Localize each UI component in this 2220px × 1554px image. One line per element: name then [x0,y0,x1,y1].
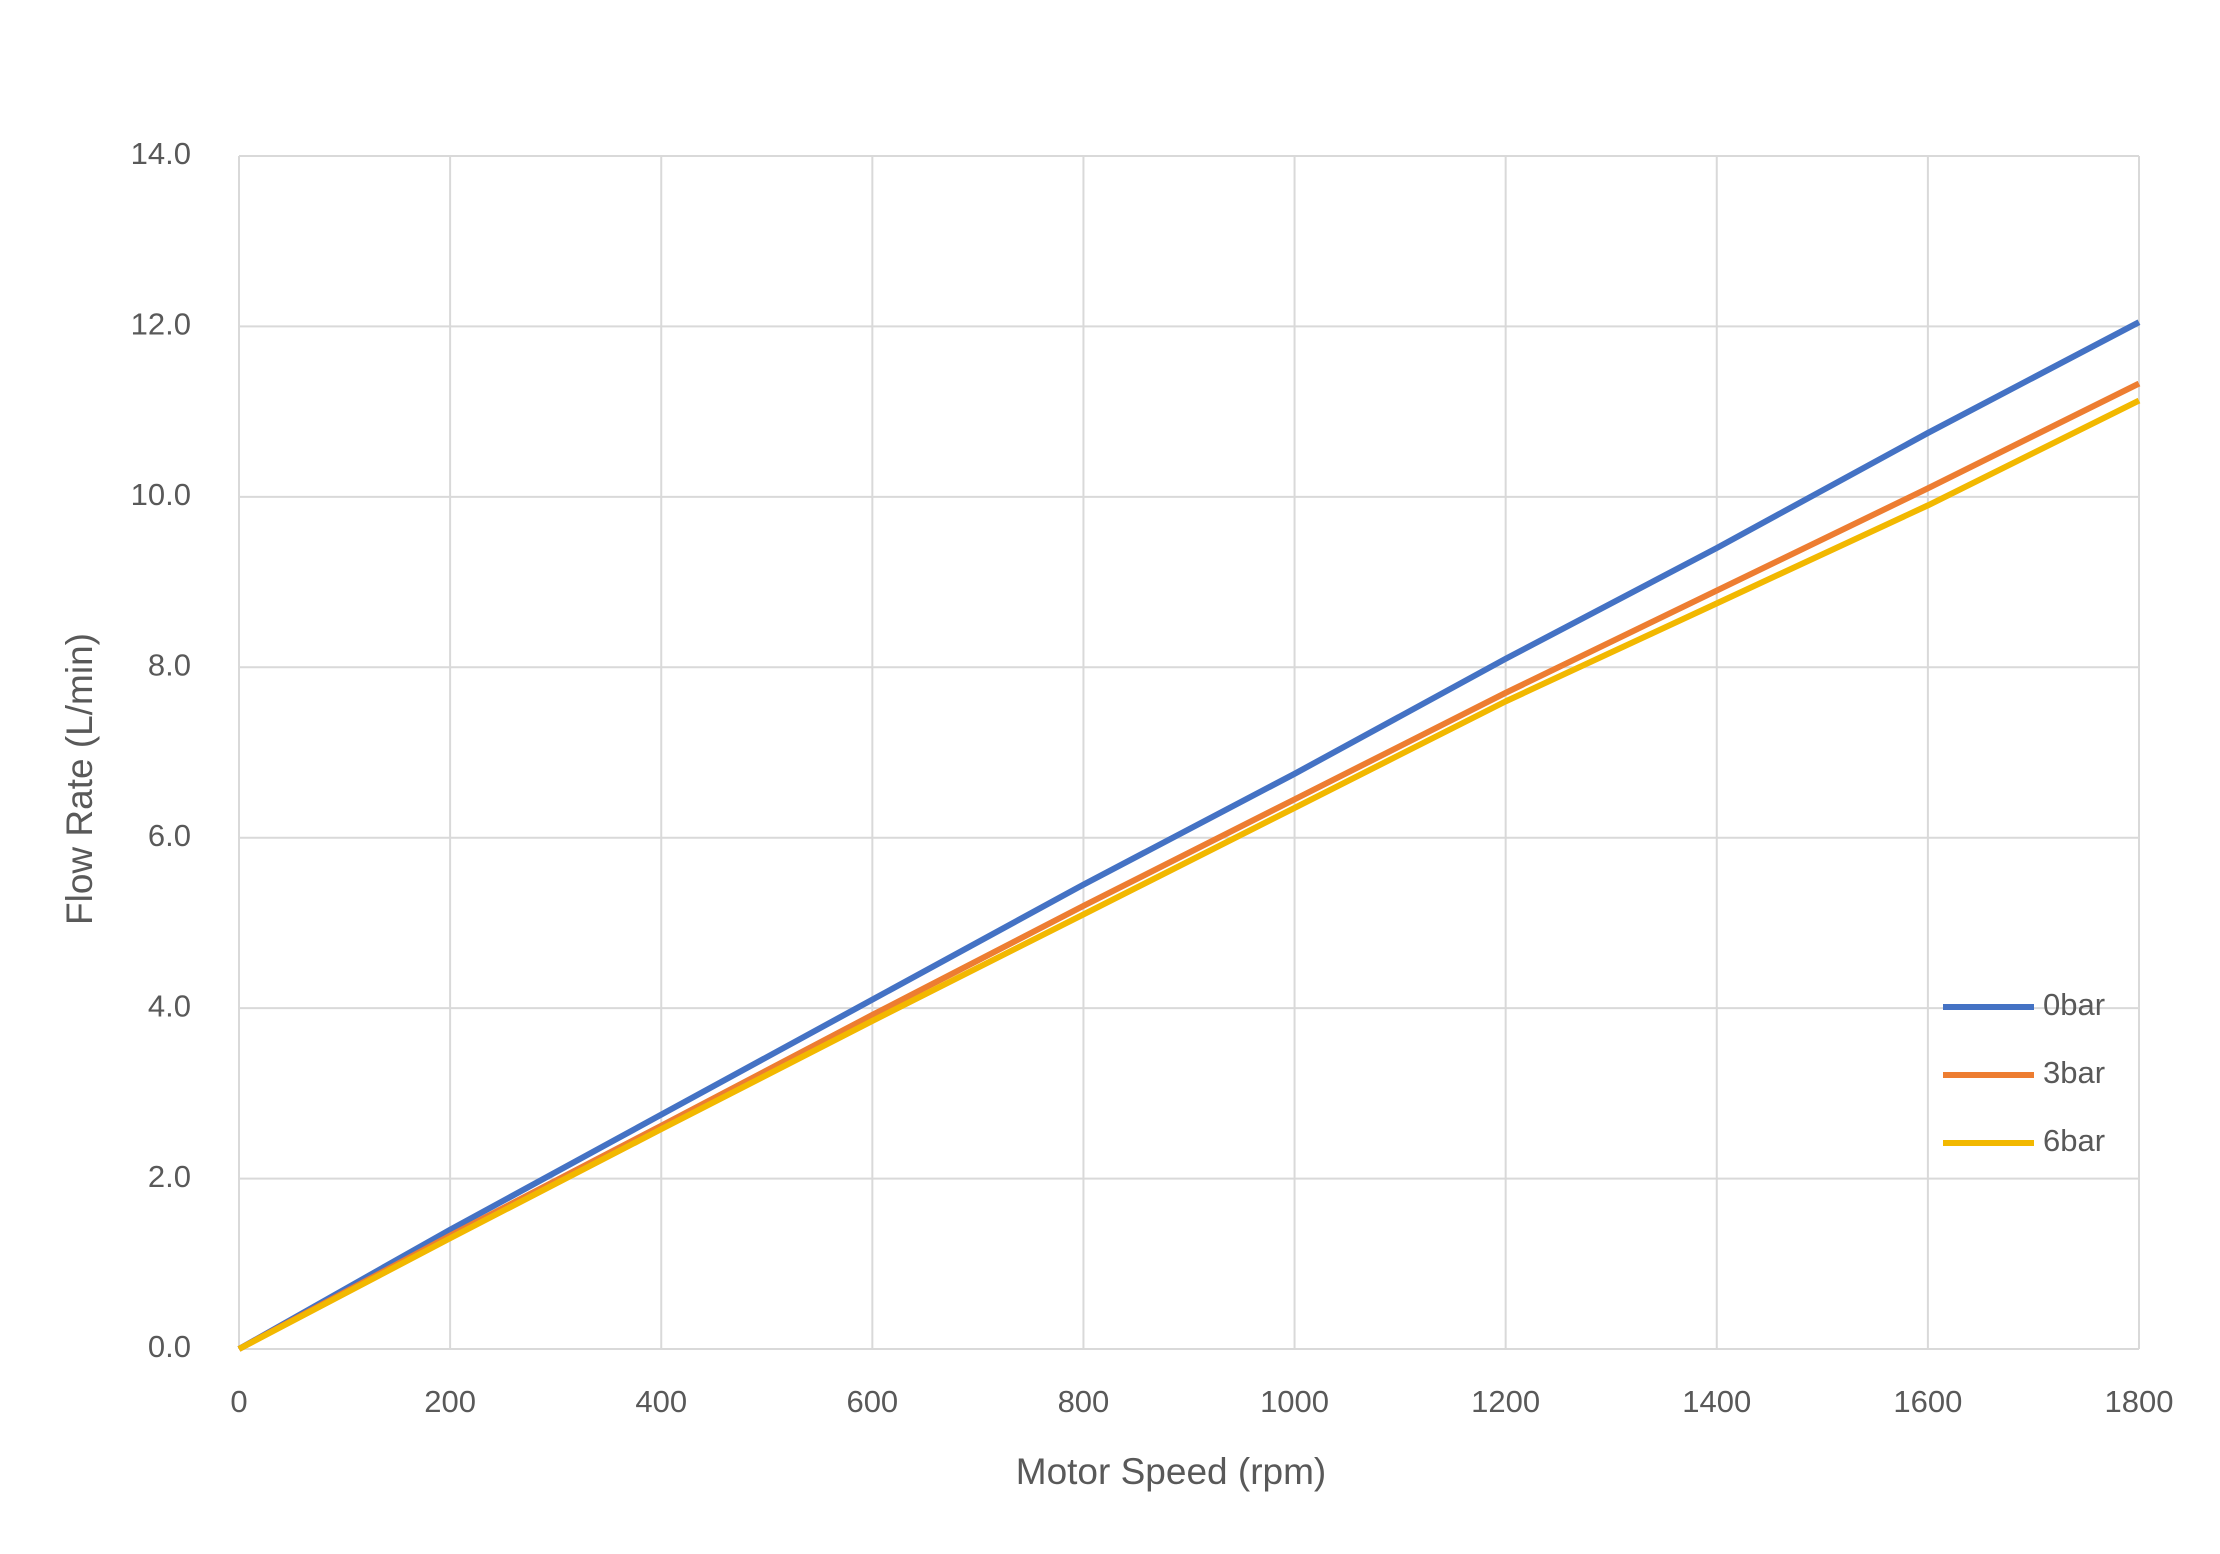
x-tick-label: 1400 [1682,1384,1751,1419]
legend-label: 3bar [2043,1055,2105,1090]
legend-label: 0bar [2043,987,2105,1022]
series-line [237,397,2141,1352]
legend-label: 6bar [2043,1123,2105,1158]
y-tick-label: 12.0 [131,307,191,342]
x-tick-label: 1800 [2105,1384,2174,1419]
y-tick-label: 0.0 [148,1329,191,1364]
y-tick-label: 8.0 [148,647,191,682]
x-tick-label: 1600 [1893,1384,1962,1419]
x-tick-label: 400 [635,1384,687,1419]
x-tick-label: 1200 [1471,1384,1540,1419]
y-axis-title: Flow Rate (L/min) [59,633,100,925]
y-tick-label: 14.0 [131,136,191,171]
y-tick-label: 6.0 [148,818,191,853]
y-tick-label: 2.0 [148,1159,191,1194]
series-line [237,319,2141,1352]
x-tick-label: 600 [846,1384,898,1419]
x-tick-label: 1000 [1260,1384,1329,1419]
x-axis-title: Motor Speed (rpm) [1016,1451,1327,1492]
x-tick-label: 200 [424,1384,476,1419]
x-tick-label: 0 [230,1384,247,1419]
x-tick-label: 800 [1058,1384,1110,1419]
y-tick-label: 4.0 [148,988,191,1023]
y-tick-label: 10.0 [131,477,191,512]
